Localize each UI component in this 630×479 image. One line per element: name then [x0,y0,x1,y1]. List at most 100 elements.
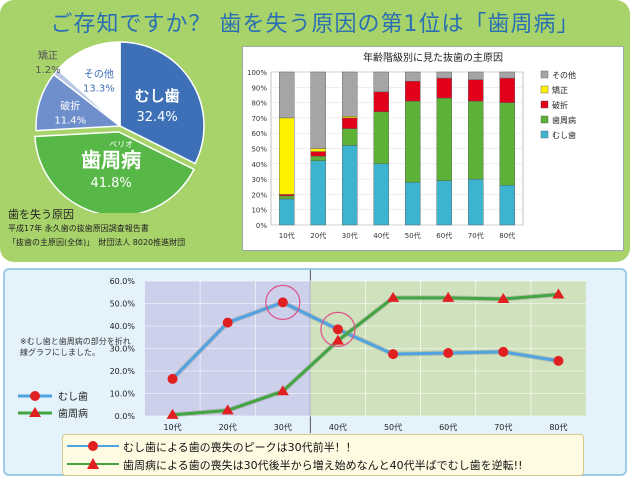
line-point-perio [221,404,234,415]
bar-segment [436,97,452,181]
pie-caption-source: 平成17年 永久歯の抜歯原因調査報告書 [8,224,149,233]
bar-ytick-label: 40% [251,161,267,169]
bar-category-label: 10代 [279,231,295,240]
bar-segment [499,102,515,186]
bar-segment [342,117,358,129]
pie-label-ruby: ペリオ [109,140,133,149]
line-category-label: 70代 [494,422,512,432]
bar-segment [342,71,358,117]
line-point-caries [553,355,564,366]
bar-segment [468,71,484,80]
line-point-perio [331,334,344,345]
line-highlight-ring [320,311,356,347]
bar-legend-label: むし歯 [552,130,576,140]
line-chart: 0.0% 10.0% 20.0% 30.0% 40.0% 50.0% 60.0% 10代 20代… [18,270,586,433]
bar-category-label: 50代 [405,231,421,240]
line-ytick-label: 10.0% [110,390,136,399]
bar-ytick-label: 100% [247,69,267,77]
bar-category-label: 20代 [310,231,326,240]
bar-segment [310,148,326,152]
bar-legend-label: 矯正 [552,85,568,95]
line-point-perio [442,291,455,302]
bar-segment [373,111,389,164]
chart-note: ※むし歯と歯周病の部分を折れ線グラフにしました。 [20,337,131,357]
line-point-caries [388,349,399,360]
bar-legend-label: 歯周病 [552,115,576,125]
line-highlight-ring [265,284,301,320]
bar-segment [499,71,515,79]
bar-segment [373,163,389,226]
bar-category-label: 30代 [342,231,358,240]
bar-ytick-label: 10% [251,207,267,215]
bar-segment [468,100,484,180]
pie-label-value-3: 1.2% [35,65,60,76]
pie-slice-0 [119,41,205,165]
line-point-caries [443,348,454,358]
line-point-caries [222,317,233,328]
bar-segment [310,160,326,226]
bar-segment [436,77,452,99]
line-category-label: 30代 [274,422,292,432]
bar-legend-swatch [540,130,549,139]
line-point-caries [332,324,343,335]
line-category-label: 10代 [163,422,181,432]
line-legend-marker-caries [30,391,40,401]
bar-chart-title: 年齢階級別に見た抜歯の主原因 [363,51,503,64]
bar-chart-frame: 年齢階級別に見た抜歯の主原因 0% 10% 20% 30% 40% 50% 60% 70% 80%… [242,46,624,251]
line-series-1 [172,293,559,417]
line-ytick-label: 60.0% [110,277,136,286]
pie-label-name-1: 歯周病 [81,148,141,172]
line-point-perio [166,408,179,419]
bar-ytick-label: 50% [251,146,267,154]
bar-ytick-label: 70% [251,115,267,123]
bar-ytick-label: 0% [256,222,267,230]
line-point-perio [387,291,400,302]
pie-label-name-0: むし歯 [135,87,180,105]
bar-legend-swatch [540,70,549,79]
stacked-bar-chart: 年齢階級別に見た抜歯の主原因 0% 10% 20% 30% 40% 50% 60% 70% 80%… [247,51,576,240]
bar-segment [405,71,421,82]
pie-slice-4 [56,41,121,128]
bar-ytick-label: 60% [251,130,267,138]
bar-legend-label: 破折 [552,100,568,110]
bar-legend-swatch [540,85,549,94]
bar-segment [373,91,389,112]
bar-segment [279,117,295,195]
pie-label-name-2: 破折 [60,99,80,112]
bar-segment [342,145,358,226]
bar-segment [279,195,295,200]
bar-legend-swatch [540,115,549,124]
line-point-caries [498,346,509,357]
line-ytick-label: 50.0% [110,300,136,309]
bar-segment [436,71,452,79]
pie-label-value-2: 11.4% [54,115,86,126]
line-point-perio [497,293,510,303]
bar-segment [405,181,421,226]
line-point-perio [276,385,289,396]
bar-segment [468,178,484,226]
bar-segment [310,151,326,157]
line-point-perio [552,288,565,299]
line-ytick-label: 30.0% [110,345,136,354]
bar-segment [279,71,295,119]
bar-ytick-label: 80% [251,100,267,108]
line-ytick-label: 40.0% [110,322,136,331]
callout-caries-text: むし歯による歯の喪失のピークは30代前半！！ [123,441,357,454]
headline: ご存知ですか？ 歯を失う原因の第1位は「歯周病」 [50,12,580,37]
callout-caries: むし歯による歯の喪失のピークは30代前半！！ [63,437,583,455]
bar-ytick-label: 90% [251,84,267,92]
callout-box: むし歯による歯の喪失のピークは30代前半！！ 歯周病による歯の喪失は30代後半か… [62,434,584,476]
line-category-label: 60代 [439,422,457,432]
pie-label-value-4: 13.3% [83,83,115,94]
line-point-caries [167,373,178,384]
bar-segment [342,116,358,119]
bar-segment [405,80,421,102]
bar-segment [373,71,389,93]
line-legend-marker-perio [29,407,41,417]
line-category-label: 40代 [329,422,347,432]
line-ytick-label: 20.0% [110,367,136,376]
line-category-label: 50代 [384,422,402,432]
bar-segment [405,100,421,183]
bar-segment [310,71,326,149]
